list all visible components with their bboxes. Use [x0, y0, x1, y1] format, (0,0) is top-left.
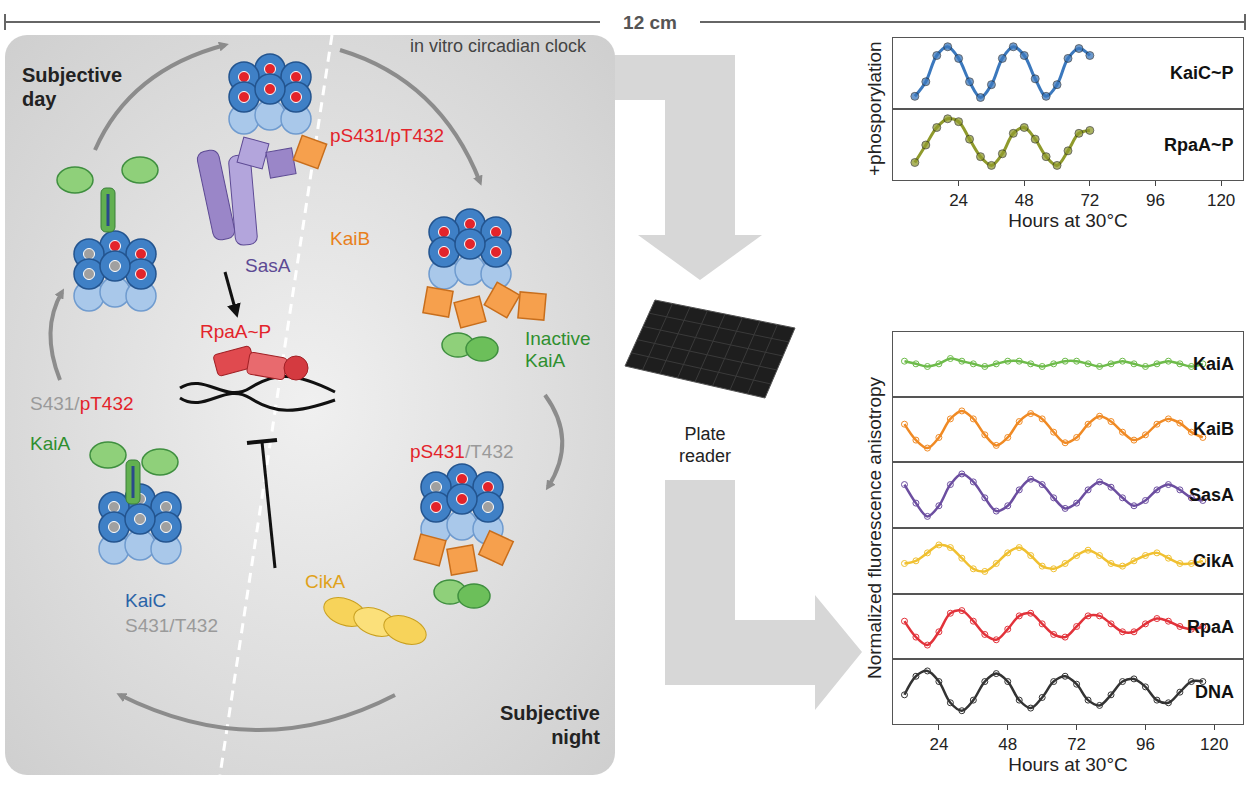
svg-text:KaiB: KaiB [1193, 419, 1234, 439]
svg-text:Subjectivenight: Subjectivenight [500, 702, 600, 748]
svg-text:S431/T432: S431/T432 [125, 615, 218, 636]
svg-text:24: 24 [949, 191, 968, 210]
svg-text:+phosporylation: +phosporylation [864, 41, 885, 176]
svg-text:CikA: CikA [305, 571, 345, 592]
svg-text:KaiB: KaiB [330, 228, 370, 249]
svg-text:Hours at 30°C: Hours at 30°C [1008, 210, 1128, 231]
svg-text:pS431/T432: pS431/T432 [410, 441, 514, 462]
svg-text:Platereader: Platereader [679, 424, 731, 466]
svg-text:CikA: CikA [1193, 551, 1234, 571]
svg-text:Subjectiveday: Subjectiveday [22, 64, 122, 110]
svg-text:SasA: SasA [245, 255, 291, 276]
svg-text:96: 96 [1136, 735, 1155, 754]
svg-text:96: 96 [1146, 191, 1165, 210]
svg-text:48: 48 [1015, 191, 1034, 210]
svg-text:72: 72 [1067, 735, 1086, 754]
svg-text:KaiA: KaiA [30, 433, 70, 454]
svg-text:S431/pT432: S431/pT432 [30, 393, 134, 414]
svg-text:DNA: DNA [1195, 682, 1234, 702]
svg-text:12 cm: 12 cm [623, 12, 677, 33]
svg-text:RpaA~P: RpaA~P [1164, 135, 1234, 155]
svg-text:Hours at 30°C: Hours at 30°C [1008, 754, 1128, 775]
svg-text:120: 120 [1207, 191, 1235, 210]
svg-text:InactiveKaiA: InactiveKaiA [525, 328, 590, 371]
svg-text:in vitro circadian clock: in vitro circadian clock [410, 36, 587, 56]
svg-text:KaiA: KaiA [1193, 354, 1234, 374]
svg-text:72: 72 [1080, 191, 1099, 210]
svg-text:RpaA~P: RpaA~P [200, 321, 271, 342]
svg-text:24: 24 [929, 735, 948, 754]
svg-text:KaiC~P: KaiC~P [1170, 63, 1234, 83]
svg-text:Normalized fluorescence anisot: Normalized fluorescence anisotropy [864, 376, 885, 679]
svg-text:pS431/pT432: pS431/pT432 [330, 125, 444, 146]
svg-text:48: 48 [998, 735, 1017, 754]
svg-text:KaiC: KaiC [125, 590, 166, 611]
svg-text:SasA: SasA [1189, 485, 1234, 505]
svg-text:120: 120 [1200, 735, 1228, 754]
svg-text:RpaA: RpaA [1187, 617, 1234, 637]
